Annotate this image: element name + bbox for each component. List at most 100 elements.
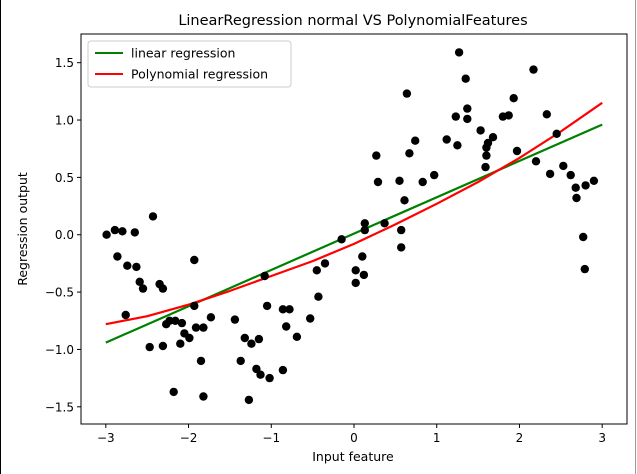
data-point [158, 284, 168, 293]
data-point [559, 161, 568, 171]
data-point [397, 225, 406, 235]
y-tick-label: 1.0 [55, 114, 74, 128]
x-tick-label: 1 [433, 431, 441, 445]
data-point [282, 322, 291, 331]
data-point [185, 333, 194, 343]
data-point [476, 126, 485, 135]
data-point [380, 219, 389, 228]
data-point [531, 157, 541, 166]
x-tick-label: −1 [262, 431, 280, 445]
data-point [359, 270, 369, 280]
data-point [292, 332, 302, 341]
data-point [482, 151, 491, 160]
data-point [360, 219, 369, 228]
data-point [118, 227, 127, 236]
legend-label-linear: linear regression [131, 46, 235, 61]
y-tick-label: 1.5 [55, 56, 74, 70]
data-point [397, 243, 406, 252]
polynomial-regression-line [105, 101, 603, 326]
data-point [451, 112, 460, 121]
data-point [360, 225, 369, 235]
x-tick-label: 3 [598, 431, 606, 445]
data-point [542, 110, 551, 119]
data-point [461, 74, 470, 83]
data-point [512, 146, 522, 156]
data-point [138, 284, 148, 293]
data-point [285, 305, 294, 314]
data-point [278, 365, 288, 375]
data-point [509, 94, 518, 103]
data-point [572, 193, 581, 203]
x-tick-label: 2 [516, 431, 524, 445]
data-point [102, 230, 111, 239]
y-tick-label: 0.0 [55, 228, 74, 242]
y-tick-label: 0.5 [55, 171, 74, 185]
data-point [463, 114, 472, 124]
y-tick-label: −1.5 [45, 400, 74, 414]
data-point [402, 89, 412, 98]
data-point [145, 342, 154, 352]
data-point [171, 316, 180, 325]
data-point [405, 149, 414, 158]
data-point [463, 104, 472, 113]
regression-lines [105, 101, 603, 344]
data-point [483, 138, 493, 148]
data-point [373, 177, 383, 187]
data-point [589, 176, 599, 185]
chart-title: LinearRegression normal VS PolynomialFea… [178, 13, 527, 29]
data-point [411, 136, 420, 145]
data-point [351, 266, 360, 275]
data-point [135, 277, 144, 286]
data-point [169, 387, 178, 397]
data-point [504, 111, 513, 120]
data-point [580, 264, 589, 274]
linear-regression-line [105, 123, 603, 344]
data-point [579, 232, 588, 242]
data-point [240, 333, 249, 343]
data-point [430, 170, 439, 180]
x-tick-label: 0 [350, 431, 358, 445]
data-point [132, 262, 141, 272]
x-tick-label: −2 [180, 431, 198, 445]
data-point [230, 315, 240, 324]
data-point [372, 151, 381, 160]
legend-box [87, 40, 292, 88]
data-point [252, 364, 261, 374]
data-points [102, 48, 599, 405]
plot-frame [80, 33, 628, 425]
data-point [176, 339, 185, 348]
y-tick-label: −0.5 [45, 286, 74, 300]
data-point [278, 305, 288, 314]
x-axis-title: Input feature [312, 449, 394, 464]
data-point [418, 177, 427, 187]
axis-ticks: −3 −2 −1 0 1 2 3 −1.5 −1.0 −0.5 0.0 0.5 1.0 1.5 [45, 56, 606, 445]
data-point [256, 370, 265, 379]
data-point [254, 334, 264, 344]
data-point [177, 318, 187, 328]
data-point [314, 292, 323, 301]
data-point [121, 310, 130, 320]
data-point [552, 129, 561, 138]
data-point [400, 196, 409, 205]
data-point [265, 373, 274, 383]
data-point [158, 341, 168, 351]
data-point [529, 65, 538, 74]
data-point [206, 313, 216, 322]
data-point [358, 252, 367, 261]
data-point [236, 356, 245, 366]
x-tick-label: −3 [97, 431, 115, 445]
data-point [123, 261, 132, 270]
data-point [190, 255, 199, 265]
legend: linear regression Polynomial regression [87, 40, 292, 88]
data-point [488, 133, 498, 142]
data-point [395, 176, 404, 185]
data-point [191, 323, 201, 332]
y-tick-label: −1.0 [45, 343, 74, 357]
data-point [244, 395, 254, 405]
data-point [454, 48, 464, 57]
legend-label-polynomial: Polynomial regression [131, 67, 268, 82]
data-point [148, 212, 158, 221]
data-point [566, 170, 575, 180]
